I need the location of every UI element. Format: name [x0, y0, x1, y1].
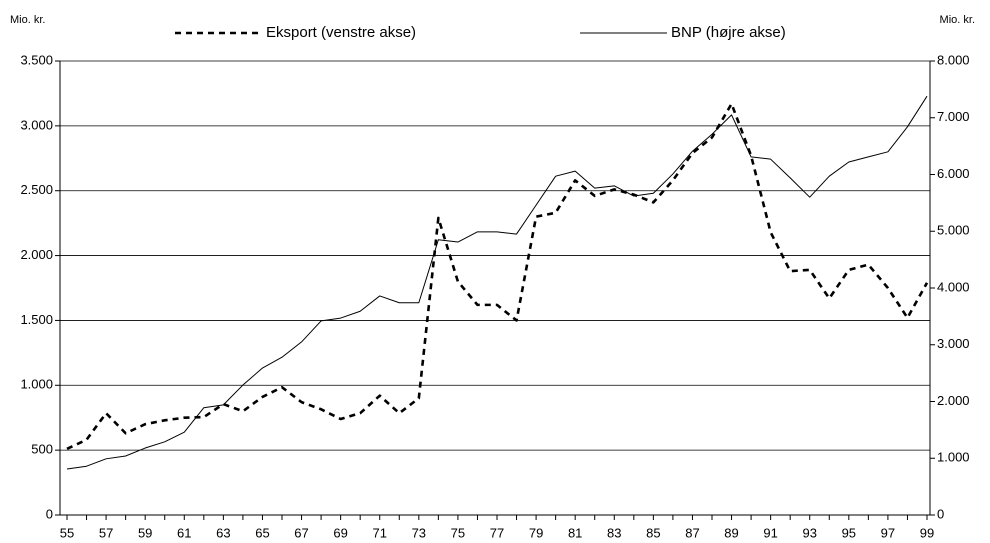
x-tick-label: 89: [724, 525, 738, 540]
x-tick-label: 61: [177, 525, 191, 540]
x-tick-label: 79: [529, 525, 543, 540]
y-tick-label: 0: [46, 506, 53, 521]
x-tick-label: 97: [881, 525, 895, 540]
x-tick-label: 99: [920, 525, 934, 540]
x-tick-label: 71: [372, 525, 386, 540]
x-tick-label: 63: [216, 525, 230, 540]
y2-tick-label: 0: [937, 506, 944, 521]
y-tick-label: 1.000: [20, 377, 53, 392]
y-tick-label: 500: [31, 442, 53, 457]
y2-tick-label: 7.000: [937, 109, 970, 124]
x-tick-label: 93: [802, 525, 816, 540]
x-tick-label: 55: [60, 525, 74, 540]
y-tick-label: 2.500: [20, 182, 53, 197]
y2-tick-label: 3.000: [937, 336, 970, 351]
series-line: [66, 95, 928, 470]
y2-tick-label: 8.000: [937, 52, 970, 67]
y2-tick-label: 2.000: [937, 393, 970, 408]
x-tick-label: 83: [607, 525, 621, 540]
y-tick-label: 3.000: [20, 117, 53, 132]
x-tick-label: 59: [138, 525, 152, 540]
y-tick-label: 2.000: [20, 247, 53, 262]
legend-label: BNP (højre akse): [671, 24, 786, 41]
x-tick-label: 57: [99, 525, 113, 540]
series-line: [66, 102, 929, 451]
legend-label: Eksport (venstre akse): [266, 24, 416, 41]
x-tick-label: 75: [451, 525, 465, 540]
x-tick-label: 81: [568, 525, 582, 540]
y-tick-label: 1.500: [20, 312, 53, 327]
y2-tick-label: 6.000: [937, 166, 970, 181]
x-tick-label: 91: [763, 525, 777, 540]
x-tick-label: 87: [685, 525, 699, 540]
y2-axis-label: Mio. kr.: [940, 14, 975, 26]
x-tick-label: 77: [490, 525, 504, 540]
x-tick-label: 73: [412, 525, 426, 540]
x-tick-label: 67: [294, 525, 308, 540]
x-tick-label: 95: [842, 525, 856, 540]
y-tick-label: 3.500: [20, 52, 53, 67]
y2-tick-label: 5.000: [937, 223, 970, 238]
x-tick-label: 69: [333, 525, 347, 540]
x-tick-label: 65: [255, 525, 269, 540]
x-tick-label: 85: [646, 525, 660, 540]
y2-tick-label: 4.000: [937, 279, 970, 294]
y2-tick-label: 1.000: [937, 450, 970, 465]
y-axis-label: Mio. kr.: [10, 14, 45, 26]
